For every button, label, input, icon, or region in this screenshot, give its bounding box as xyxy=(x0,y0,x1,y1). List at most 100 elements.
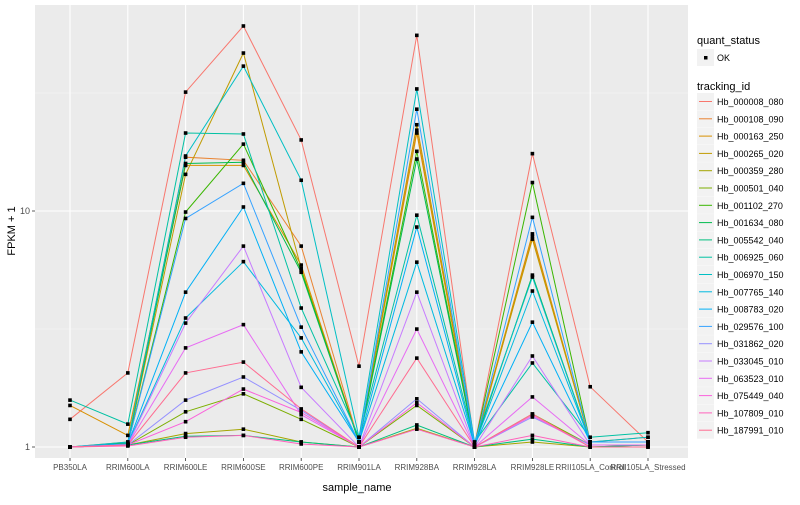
data-point-Hb_000108_090 xyxy=(530,234,535,239)
data-point-Hb_001102_270 xyxy=(241,142,246,146)
x-tick-label: PB350LA xyxy=(53,463,87,472)
data-point-Hb_006970_150 xyxy=(126,440,130,444)
data-point-Hb_063523_010 xyxy=(530,395,535,399)
legend-shape-title: quant_status xyxy=(697,35,760,47)
x-tick-label: RRIM600LE xyxy=(164,463,208,472)
data-point-Hb_000359_280 xyxy=(241,427,246,431)
data-point-Hb_006970_150 xyxy=(183,154,188,158)
y-axis-title: FPKM + 1 xyxy=(6,206,18,255)
legend-label: Hb_031862_020 xyxy=(717,339,784,349)
legend: quant_status OK tracking_id Hb_000008_08… xyxy=(697,35,784,439)
data-point-Hb_006970_150 xyxy=(415,87,419,91)
data-point-Hb_006925_060 xyxy=(183,131,188,135)
data-point-Hb_031862_020 xyxy=(241,375,246,379)
data-point-Hb_187991_010 xyxy=(472,445,477,449)
data-point-Hb_000008_080 xyxy=(530,151,535,156)
data-point-Hb_006970_150 xyxy=(299,178,303,183)
data-point-Hb_006925_060 xyxy=(588,435,592,440)
data-point-Hb_000501_040 xyxy=(241,392,246,396)
data-point-Hb_001102_270 xyxy=(299,268,303,273)
legend-label: Hb_187991_010 xyxy=(717,426,784,436)
data-point-Hb_000359_280 xyxy=(183,431,188,436)
data-points xyxy=(68,24,650,449)
data-point-Hb_000108_090 xyxy=(241,158,246,163)
data-point-Hb_063523_010 xyxy=(588,443,592,447)
data-point-Hb_006970_150 xyxy=(357,435,361,440)
data-point-Hb_063523_010 xyxy=(183,346,188,350)
data-point-Hb_000163_250 xyxy=(299,263,303,267)
data-point-Hb_063523_010 xyxy=(415,327,419,331)
legend-color-title: tracking_id xyxy=(697,81,750,93)
data-point-Hb_006970_150 xyxy=(241,64,246,68)
data-point-Hb_000008_080 xyxy=(183,90,188,94)
data-point-Hb_006970_150 xyxy=(472,440,477,444)
data-point-Hb_001102_270 xyxy=(183,210,188,214)
data-point-Hb_075449_040 xyxy=(183,419,188,424)
x-tick-label: RRII105LA_Control xyxy=(556,463,626,472)
data-point-Hb_033045_010 xyxy=(530,354,535,358)
data-point-Hb_029576_100 xyxy=(299,325,303,329)
legend-point-ok xyxy=(704,56,708,60)
data-point-Hb_029576_100 xyxy=(646,440,650,444)
data-point-Hb_000163_250 xyxy=(415,131,419,135)
data-point-Hb_187991_010 xyxy=(299,407,303,411)
data-point-Hb_000163_250 xyxy=(530,232,535,236)
data-point-Hb_000265_020 xyxy=(530,237,535,241)
data-point-Hb_001634_080 xyxy=(299,270,303,275)
data-point-Hb_000008_080 xyxy=(299,138,303,142)
data-point-Hb_000008_080 xyxy=(126,371,130,375)
x-tick-label: RRII105LA_Stressed xyxy=(610,463,685,472)
data-point-Hb_008783_020 xyxy=(183,290,188,294)
data-point-Hb_075449_040 xyxy=(241,387,246,391)
data-point-Hb_107809_010 xyxy=(299,442,303,446)
data-point-Hb_029576_100 xyxy=(588,440,592,444)
data-point-Hb_001102_270 xyxy=(530,180,535,185)
data-point-Hb_187991_010 xyxy=(646,445,650,449)
data-point-Hb_107809_010 xyxy=(241,433,246,438)
legend-label: Hb_107809_010 xyxy=(717,408,784,418)
legend-items: Hb_000008_080 Hb_000108_090 Hb_000163_250 H… xyxy=(697,93,784,439)
legend-label-ok: OK xyxy=(717,53,730,63)
data-point-Hb_000265_020 xyxy=(415,122,419,127)
data-point-Hb_033045_010 xyxy=(299,385,303,390)
legend-label: Hb_033045_010 xyxy=(717,357,784,367)
data-point-Hb_187991_010 xyxy=(530,412,535,416)
data-point-Hb_075449_040 xyxy=(299,410,303,415)
data-point-Hb_000008_080 xyxy=(415,33,419,38)
legend-label: Hb_029576_100 xyxy=(717,322,784,332)
legend-label: Hb_001102_270 xyxy=(717,201,783,211)
y-tick-label: 10 xyxy=(20,206,30,216)
legend-label: Hb_000359_280 xyxy=(717,166,784,176)
data-point-Hb_029576_100 xyxy=(530,215,535,220)
data-point-Hb_033045_010 xyxy=(415,290,419,294)
data-point-Hb_000008_080 xyxy=(588,384,592,389)
legend-label: Hb_006925_060 xyxy=(717,253,784,263)
data-point-Hb_063523_010 xyxy=(646,443,650,447)
data-point-Hb_006925_060 xyxy=(530,361,535,365)
data-point-Hb_007765_140 xyxy=(299,336,303,340)
data-point-Hb_029576_100 xyxy=(472,443,477,447)
legend-label: Hb_005542_040 xyxy=(717,235,784,245)
legend-label: Hb_000008_080 xyxy=(717,97,784,107)
data-point-Hb_005542_040 xyxy=(415,423,419,427)
data-point-Hb_007765_140 xyxy=(415,260,419,264)
data-point-Hb_000163_250 xyxy=(68,403,72,408)
data-point-Hb_029576_100 xyxy=(357,440,361,444)
data-point-Hb_033045_010 xyxy=(241,244,246,248)
data-point-Hb_187991_010 xyxy=(183,371,188,375)
x-axis-title: sample_name xyxy=(322,482,391,494)
data-point-Hb_006970_150 xyxy=(646,435,650,440)
data-point-Hb_000108_090 xyxy=(415,128,419,132)
data-point-Hb_001634_080 xyxy=(241,160,246,164)
legend-label: Hb_008783_020 xyxy=(717,305,784,315)
data-point-Hb_008783_020 xyxy=(299,350,303,354)
x-tick-label: RRIM928BA xyxy=(395,463,440,472)
data-point-Hb_107809_010 xyxy=(530,433,535,438)
data-point-Hb_006925_060 xyxy=(415,213,419,217)
data-point-Hb_000359_280 xyxy=(530,440,535,444)
data-point-Hb_063523_010 xyxy=(299,412,303,417)
data-point-Hb_001634_080 xyxy=(183,161,188,166)
data-point-Hb_000008_080 xyxy=(241,24,246,28)
data-point-Hb_187991_010 xyxy=(68,445,72,449)
